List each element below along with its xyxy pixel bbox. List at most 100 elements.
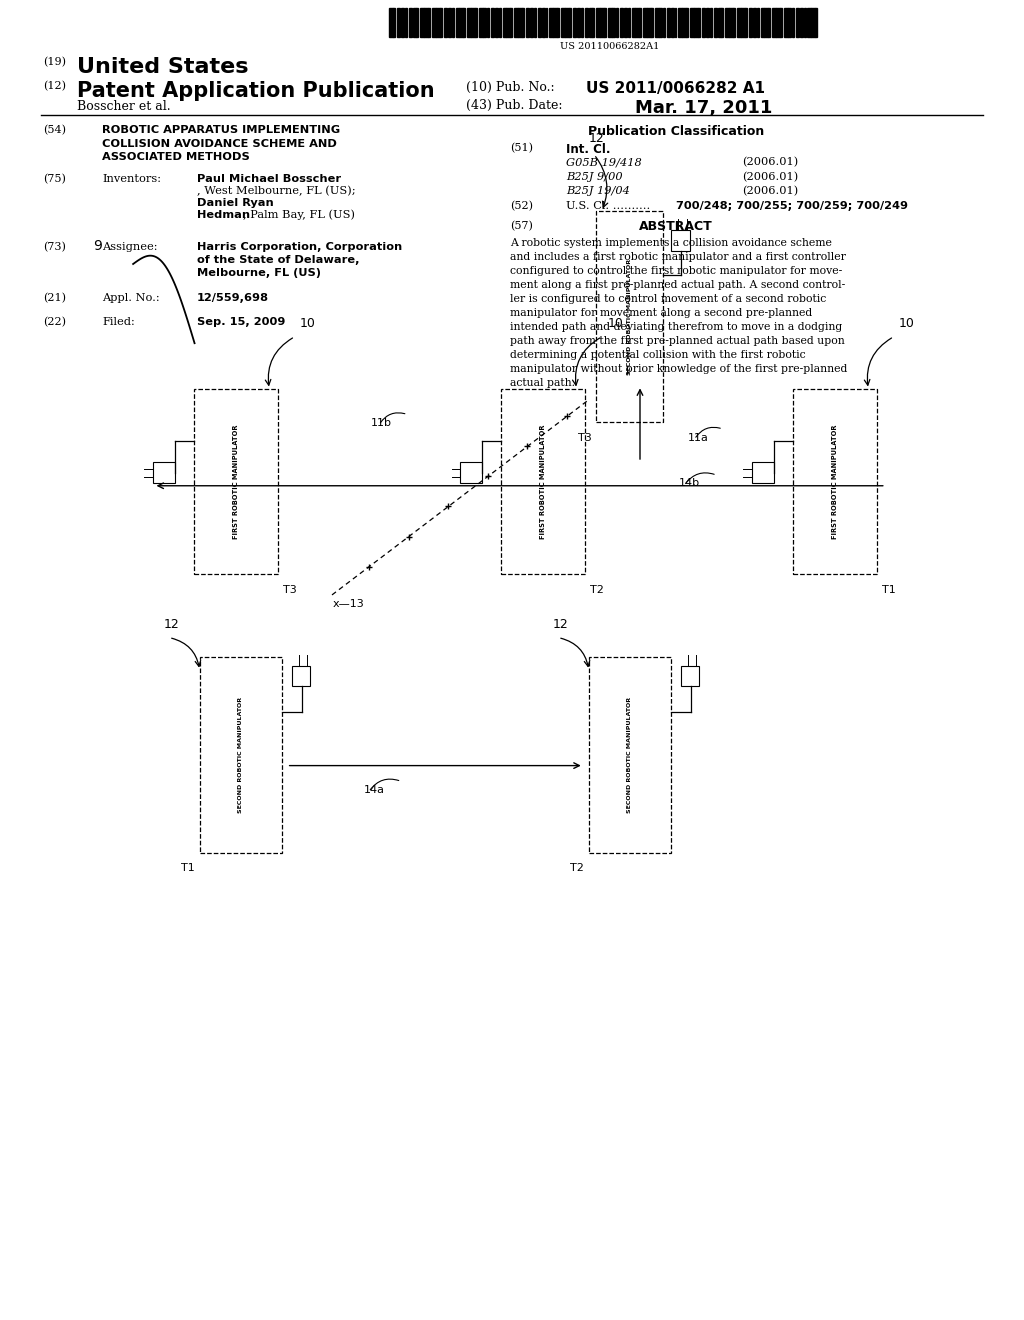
Text: T2: T2 — [569, 863, 584, 874]
Bar — [780, 8, 782, 37]
Text: x—13: x—13 — [333, 599, 365, 610]
Bar — [682, 8, 686, 37]
Text: Paul Michael Bosscher: Paul Michael Bosscher — [197, 174, 341, 185]
Bar — [596, 211, 664, 422]
Bar — [800, 8, 803, 37]
Text: (21): (21) — [43, 293, 66, 304]
Bar — [815, 8, 817, 37]
Bar — [534, 8, 536, 37]
Bar — [672, 230, 690, 251]
Bar — [647, 8, 650, 37]
Bar — [679, 8, 682, 37]
Bar — [729, 8, 733, 37]
Bar — [550, 8, 553, 37]
Bar — [581, 8, 583, 37]
Bar — [675, 8, 677, 37]
Bar — [628, 8, 630, 37]
Text: (57): (57) — [510, 220, 532, 231]
Bar — [698, 8, 700, 37]
Text: Mar. 17, 2011: Mar. 17, 2011 — [635, 99, 772, 117]
Bar — [639, 8, 641, 37]
Text: (43) Pub. Date:: (43) Pub. Date: — [466, 99, 562, 112]
Bar — [632, 8, 635, 37]
Bar — [514, 8, 518, 37]
Text: US 20110066282A1: US 20110066282A1 — [559, 42, 659, 51]
Bar — [447, 8, 452, 37]
Bar — [194, 389, 278, 574]
Text: 14b: 14b — [679, 478, 700, 488]
Bar — [596, 8, 600, 37]
Bar — [501, 389, 585, 574]
Text: United States: United States — [77, 57, 248, 77]
Bar — [572, 8, 577, 37]
Text: 10: 10 — [899, 317, 915, 330]
Bar — [787, 8, 792, 37]
Bar — [577, 8, 581, 37]
Bar — [667, 8, 671, 37]
Bar — [424, 8, 428, 37]
Text: 11b: 11b — [371, 418, 392, 429]
Text: (22): (22) — [43, 317, 66, 327]
Text: (54): (54) — [43, 125, 66, 136]
Bar — [741, 8, 744, 37]
Bar — [569, 8, 571, 37]
Bar — [436, 8, 439, 37]
Bar — [471, 8, 475, 37]
Bar — [757, 8, 759, 37]
Bar — [765, 8, 768, 37]
Bar — [526, 8, 529, 37]
Bar — [561, 8, 564, 37]
Bar — [714, 8, 717, 37]
Bar — [529, 8, 534, 37]
Bar — [744, 8, 746, 37]
Text: T3: T3 — [578, 433, 592, 444]
Text: FIRST ROBOTIC MANIPULATOR: FIRST ROBOTIC MANIPULATOR — [540, 425, 546, 539]
Text: Patent Application Publication: Patent Application Publication — [77, 81, 434, 100]
Text: Appl. No.:: Appl. No.: — [102, 293, 160, 304]
Bar — [585, 8, 588, 37]
Text: (2006.01): (2006.01) — [742, 186, 799, 197]
Bar — [464, 8, 465, 37]
Bar — [701, 8, 706, 37]
Text: (2006.01): (2006.01) — [742, 157, 799, 168]
Bar — [432, 8, 435, 37]
Text: Daniel Ryan: Daniel Ryan — [197, 198, 273, 209]
Text: T3: T3 — [283, 585, 296, 595]
Bar — [413, 8, 416, 37]
Text: G05B 19/418: G05B 19/418 — [566, 157, 642, 168]
Bar — [409, 8, 413, 37]
Text: (19): (19) — [43, 57, 66, 67]
Bar — [749, 8, 753, 37]
Bar — [752, 462, 774, 483]
Text: (10) Pub. No.:: (10) Pub. No.: — [466, 81, 555, 94]
Bar — [733, 8, 735, 37]
Bar — [658, 8, 663, 37]
Bar — [542, 8, 545, 37]
Bar — [460, 462, 482, 483]
Bar — [503, 8, 506, 37]
Text: Hedman: Hedman — [197, 210, 250, 220]
Bar — [694, 8, 697, 37]
Text: U.S. Cl. ..........: U.S. Cl. .......... — [566, 201, 650, 211]
Bar — [722, 8, 723, 37]
Bar — [153, 462, 175, 483]
Text: Inventors:: Inventors: — [102, 174, 162, 185]
Text: 700/248; 700/255; 700/259; 700/249: 700/248; 700/255; 700/259; 700/249 — [676, 201, 908, 211]
Bar — [655, 8, 658, 37]
Text: (51): (51) — [510, 143, 532, 153]
Bar — [553, 8, 557, 37]
Bar — [200, 657, 282, 853]
Text: , Palm Bay, FL (US): , Palm Bay, FL (US) — [243, 210, 354, 220]
Bar — [804, 8, 806, 37]
Text: T2: T2 — [590, 585, 604, 595]
Text: 12: 12 — [589, 132, 604, 145]
Text: FIRST ROBOTIC MANIPULATOR: FIRST ROBOTIC MANIPULATOR — [831, 425, 838, 539]
Bar — [565, 8, 568, 37]
Bar — [792, 8, 794, 37]
Text: Bosscher et al.: Bosscher et al. — [77, 100, 170, 114]
Text: 12: 12 — [553, 618, 568, 631]
Bar — [624, 8, 628, 37]
Text: 10: 10 — [607, 317, 624, 330]
Text: (2006.01): (2006.01) — [742, 172, 799, 182]
Bar — [600, 8, 604, 37]
